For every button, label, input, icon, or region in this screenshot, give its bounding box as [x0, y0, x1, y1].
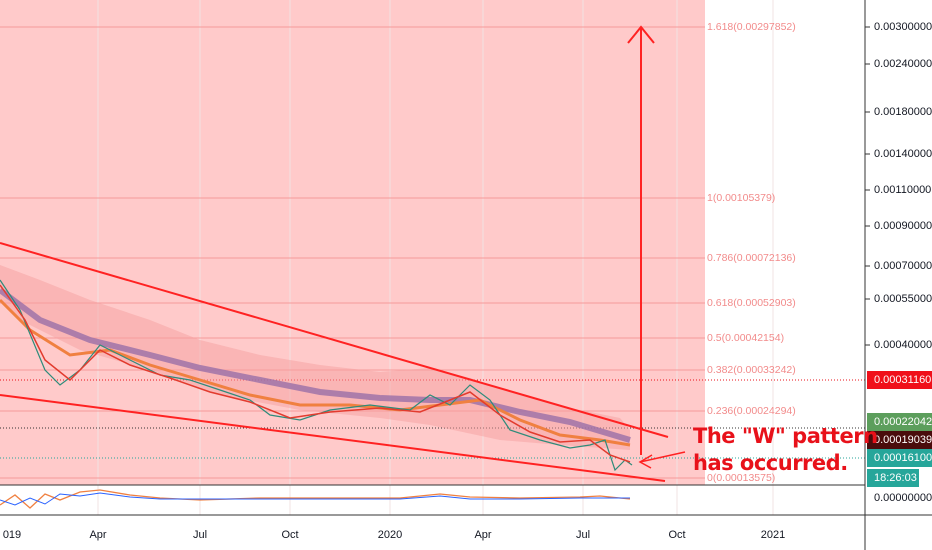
- price-badge: [867, 449, 932, 467]
- price-label: 0.00090000: [874, 220, 932, 232]
- price-badge: [867, 469, 919, 487]
- fib-label: 1(0.00105379): [707, 192, 775, 204]
- time-label: Jul: [193, 529, 207, 541]
- price-badge: [867, 413, 932, 431]
- annotation: The "W" pattern: [693, 424, 878, 448]
- price-label: 0.00110000: [874, 184, 931, 196]
- lower-trendline: [0, 394, 666, 482]
- time-label: Oct: [668, 529, 685, 541]
- ma-slow: [0, 287, 631, 443]
- badge-text: 0.00016100: [874, 452, 932, 464]
- indicator-pane: [0, 485, 865, 515]
- price-label: 0.00055000: [874, 293, 932, 305]
- time-label: Apr: [89, 529, 106, 541]
- arrow-head: [627, 25, 655, 44]
- upper-trendline: [0, 242, 669, 438]
- price-label: 0.00070000: [874, 260, 932, 272]
- price: [0, 279, 633, 472]
- time-label: 2021: [761, 529, 785, 541]
- fib-label: 0.5(0.00042154): [707, 332, 784, 344]
- pointer: [639, 451, 686, 463]
- price-badge: [867, 489, 932, 507]
- badge-text: 0.00031160: [874, 374, 931, 386]
- badge-text: 18:26:03: [874, 472, 917, 484]
- fib-label: 1.618(0.00297852): [707, 21, 796, 33]
- cloud: [0, 265, 630, 450]
- indicator-signal: [0, 492, 630, 506]
- price-label: 0.00140000: [874, 148, 932, 160]
- price-label: 0.00240000: [874, 58, 932, 70]
- badge-text: 0.00022042: [874, 416, 932, 428]
- price-label: 0.00040000: [874, 339, 932, 351]
- pointer-head: [638, 454, 653, 469]
- fib-label: 0.618(0.00052903): [707, 297, 796, 309]
- time-label: Apr: [474, 529, 491, 541]
- price-badge: [867, 371, 932, 389]
- ma-fast: [0, 284, 631, 463]
- fib-label: 0.786(0.00072136): [707, 252, 796, 264]
- fib-label: 0(0.00013575): [707, 472, 775, 484]
- time-label: 019: [3, 529, 21, 541]
- price-label: 0.00300000: [874, 21, 932, 33]
- ma-mid: [0, 298, 631, 447]
- fib-label: 0.236(0.00024294): [707, 405, 796, 417]
- badge-text: 0.00000000: [874, 492, 932, 504]
- indicator-line: [0, 489, 631, 509]
- price-label: 0.00180000: [874, 106, 932, 118]
- time-label: Jul: [576, 529, 590, 541]
- time-label: 2020: [378, 529, 402, 541]
- price-badge: [867, 431, 932, 449]
- badge-text: 0.00019039: [874, 434, 932, 446]
- fib-label: 0.382(0.00033242): [707, 364, 796, 376]
- time-label: Oct: [281, 529, 298, 541]
- annotation: has occurred.: [693, 451, 848, 475]
